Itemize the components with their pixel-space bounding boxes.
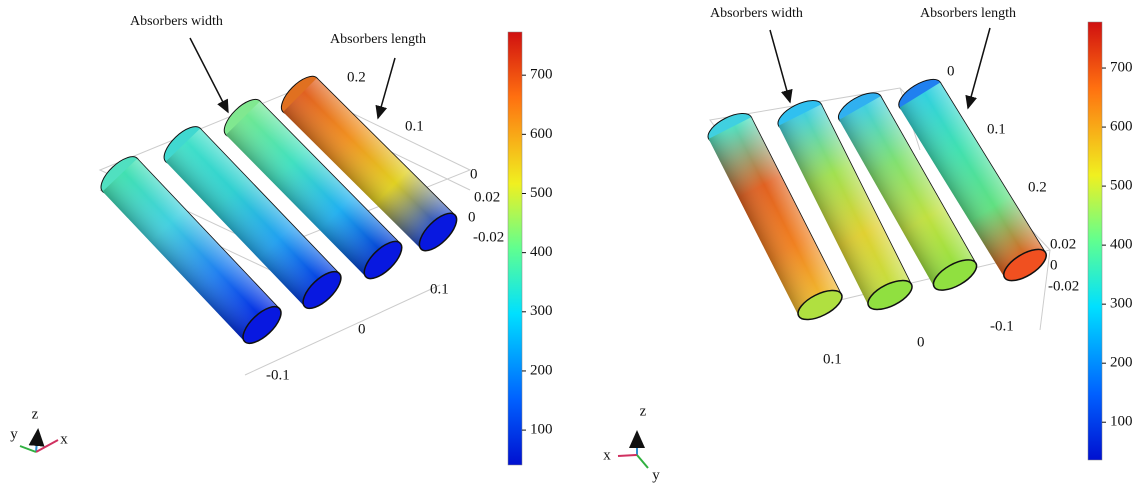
colorbar-tick-label: 400: [1110, 237, 1133, 253]
annotation-arrow: [375, 57, 396, 120]
absorber-end: [242, 305, 282, 345]
triad-axis: [617, 454, 638, 457]
annotation-arrow: [965, 27, 991, 110]
axis-label: 0.02: [1050, 236, 1076, 252]
axis-label: 0: [917, 334, 925, 350]
annotation: Absorbers length: [330, 32, 426, 47]
colorbar-tick-label: 700: [1110, 59, 1133, 75]
absorber-shade: [839, 96, 976, 287]
absorber-edge: [751, 116, 842, 295]
absorber: [837, 92, 978, 291]
colorbar: [507, 31, 523, 466]
absorber-edge: [259, 100, 401, 244]
annotation: Absorbers width: [130, 14, 223, 29]
axis-label: 0.1: [430, 281, 449, 297]
triad-label: y: [10, 426, 18, 442]
absorber: [280, 75, 458, 252]
colorbar-tick-label: 300: [1110, 296, 1133, 312]
annotation: Absorbers width: [710, 6, 803, 21]
colorbar-tick-label: 100: [1110, 414, 1133, 430]
axis-label: 0.2: [347, 69, 366, 85]
absorber-end: [1003, 248, 1047, 282]
absorber-end: [932, 259, 978, 291]
absorber: [223, 98, 403, 280]
absorber-end: [867, 279, 913, 311]
absorber-edge: [316, 77, 456, 216]
absorber-edge: [137, 158, 280, 309]
axis-label: 0: [358, 321, 366, 337]
colorbar-tick-label: 500: [530, 185, 553, 201]
axis-label: 0: [947, 63, 955, 79]
axis-label: -0.1: [990, 318, 1014, 334]
annotation-arrow: [189, 37, 229, 114]
absorber-shade: [778, 104, 912, 306]
axis-label: 0.02: [474, 189, 500, 205]
absorber-edge: [200, 128, 340, 274]
colorbar: [1087, 21, 1103, 461]
axis-label: 0: [1050, 257, 1058, 273]
absorber-edge: [821, 104, 912, 285]
axis-label: 0.2: [1028, 179, 1047, 195]
triad-axis: [636, 454, 649, 469]
absorber-shade: [102, 158, 280, 342]
axis-label: -0.02: [473, 229, 504, 245]
absorber-end: [797, 289, 843, 321]
axis-label: 0.1: [823, 351, 842, 367]
absorber-end: [363, 240, 403, 280]
absorber: [707, 112, 843, 321]
absorber-shade: [899, 82, 1046, 278]
triad-label: z: [640, 403, 647, 419]
absorber-edge: [880, 95, 977, 264]
triad-label: y: [652, 467, 660, 483]
triad-axis: [28, 428, 45, 453]
axis-label: 0: [468, 209, 476, 225]
colorbar-tick-label: 700: [530, 67, 553, 83]
axis-label: 0.1: [405, 118, 424, 134]
colorbar-tick-label: 300: [530, 303, 553, 319]
absorber: [898, 78, 1047, 282]
triad-label: x: [60, 431, 68, 447]
colorbar-tick-label: 600: [1110, 119, 1133, 135]
absorber-shade: [225, 101, 401, 277]
axis-label: -0.02: [1048, 278, 1079, 294]
absorber-end: [302, 270, 342, 310]
triad-axis: [35, 439, 59, 453]
absorber-shade: [165, 128, 340, 307]
absorber-end: [418, 212, 458, 252]
axis-label: 0.1: [987, 121, 1006, 137]
axis-label: 0: [470, 166, 478, 182]
absorber-shade: [283, 77, 455, 250]
colorbar-tick-label: 200: [530, 362, 553, 378]
absorber: [777, 100, 913, 311]
triad-label: z: [32, 406, 39, 422]
colorbar-tick-label: 100: [530, 422, 553, 438]
colorbar-tick-label: 600: [530, 126, 553, 142]
triad-axis: [19, 445, 37, 453]
colorbar-tick-label: 400: [530, 244, 553, 260]
absorber: [163, 126, 342, 310]
colorbar-tick-label: 500: [1110, 178, 1133, 194]
triad-label: x: [603, 447, 611, 463]
absorber-shade: [708, 117, 842, 316]
annotation-arrow: [769, 29, 793, 104]
absorber: [100, 156, 282, 345]
annotation: Absorbers length: [920, 6, 1016, 21]
absorber-edge: [940, 82, 1046, 253]
axis-label: -0.1: [266, 367, 290, 383]
colorbar-tick-label: 200: [1110, 355, 1133, 371]
